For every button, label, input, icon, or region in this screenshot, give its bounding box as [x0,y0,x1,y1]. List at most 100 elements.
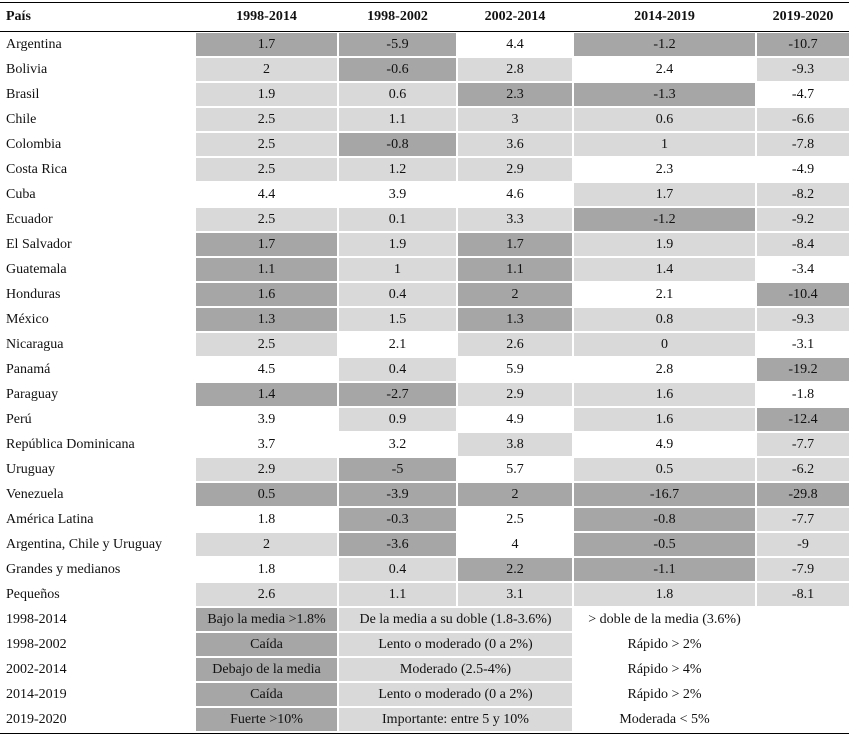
value-cell: 2.3 [458,83,572,106]
value-cell: 2.1 [574,283,755,306]
legend-item: Importante: entre 5 y 10% [339,708,572,731]
value-cell: 1.7 [196,233,337,256]
value-cell: -9.3 [757,58,849,81]
legend-item: Moderado (2.5-4%) [339,658,572,681]
value-cell: -9.2 [757,208,849,231]
row-label: América Latina [6,512,94,527]
value-cell: 3.9 [339,183,456,206]
value-cell: 1.1 [196,258,337,281]
value-cell: 4.4 [196,183,337,206]
header-cell: 1998-2002 [367,9,428,24]
value-cell: 2 [196,58,337,81]
legend-item: Lento o moderado (0 a 2%) [339,683,572,706]
row-label: Argentina [6,37,62,52]
value-cell: 1.7 [196,33,337,56]
value-cell: -0.6 [339,58,456,81]
value-cell: -2.7 [339,383,456,406]
value-cell: 1.4 [574,258,755,281]
value-cell: -6.6 [757,108,849,131]
value-cell: -1.1 [574,558,755,581]
value-cell: -7.7 [757,508,849,531]
row-label: Ecuador [6,212,53,227]
value-cell: 1.2 [339,158,456,181]
row-label: República Dominicana [6,437,135,452]
legend-item: De la media a su doble (1.8-3.6%) [339,608,572,631]
legend-item: Caída [196,683,337,706]
value-cell: 3.3 [458,208,572,231]
value-cell: 4.9 [574,433,755,456]
value-cell: 3 [458,108,572,131]
bottom-rule [0,733,849,734]
value-cell: -4.9 [757,158,849,181]
value-cell: -8.4 [757,233,849,256]
value-cell: -7.9 [757,558,849,581]
row-label: Guatemala [6,262,67,277]
legend-label: 1998-2014 [6,612,67,627]
value-cell: 2.5 [458,508,572,531]
value-cell: 3.1 [458,583,572,606]
value-cell: 0.6 [339,83,456,106]
row-label: Bolivia [6,62,48,77]
value-cell: -3.1 [757,333,849,356]
value-cell: 4.9 [458,408,572,431]
legend-item: Fuerte >10% [196,708,337,731]
value-cell: 1.9 [339,233,456,256]
row-label: México [6,312,49,327]
value-cell: -1.8 [757,383,849,406]
value-cell: 2.8 [574,358,755,381]
legend-item: Debajo de la media [196,658,337,681]
value-cell: 1.8 [574,583,755,606]
value-cell: 2.4 [574,58,755,81]
value-cell: 2.6 [196,583,337,606]
value-cell: -5.9 [339,33,456,56]
value-cell: 0.4 [339,358,456,381]
value-cell: 2.5 [196,158,337,181]
value-cell: -6.2 [757,458,849,481]
legend-label: 2019-2020 [6,712,67,727]
value-cell: 2.1 [339,333,456,356]
value-cell: -10.7 [757,33,849,56]
legend-item: > doble de la media (3.6%) [574,608,755,631]
value-cell: 3.9 [196,408,337,431]
row-label: Honduras [6,287,61,302]
value-cell: 5.7 [458,458,572,481]
value-cell: 2.9 [196,458,337,481]
value-cell: 0 [574,333,755,356]
header-rule [0,31,849,32]
value-cell: -7.8 [757,133,849,156]
value-cell: 1.6 [574,383,755,406]
value-cell: 0.5 [574,458,755,481]
value-cell: 3.7 [196,433,337,456]
value-cell: 4.5 [196,358,337,381]
value-cell: -0.8 [339,133,456,156]
value-cell: -0.3 [339,508,456,531]
value-cell: 2.5 [196,208,337,231]
value-cell: -7.7 [757,433,849,456]
value-cell: 2 [458,283,572,306]
value-cell: -12.4 [757,408,849,431]
value-cell: 4 [458,533,572,556]
value-cell: -5 [339,458,456,481]
value-cell: 5.9 [458,358,572,381]
value-cell: -1.2 [574,33,755,56]
value-cell: 1.1 [339,108,456,131]
value-cell: 1.1 [458,258,572,281]
value-cell: 2 [458,483,572,506]
value-cell: -16.7 [574,483,755,506]
value-cell: 1.9 [196,83,337,106]
value-cell: -3.6 [339,533,456,556]
value-cell: 1 [574,133,755,156]
value-cell: 1.6 [574,408,755,431]
value-cell: 2.8 [458,58,572,81]
row-label: Paraguay [6,387,59,402]
value-cell: -8.2 [757,183,849,206]
header-cell: País [6,9,31,24]
legend-item: Lento o moderado (0 a 2%) [339,633,572,656]
value-cell: -9 [757,533,849,556]
value-cell: 1.3 [196,308,337,331]
value-cell: -1.3 [574,83,755,106]
row-label: Colombia [6,137,62,152]
value-cell: 3.6 [458,133,572,156]
legend-item: Rápido > 2% [574,683,755,706]
